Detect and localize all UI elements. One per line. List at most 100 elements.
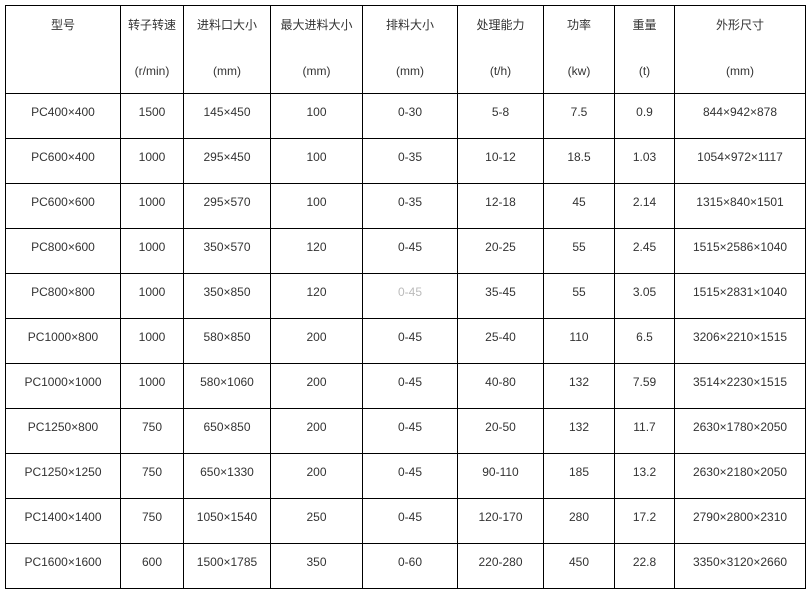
column-title: 转子转速 xyxy=(127,18,176,32)
table-row: PC1250×800 750 650×850 200 0-45 20-50 132 11.7 2… xyxy=(5,408,806,454)
column-header: 最大进料大小 (mm) xyxy=(270,5,363,94)
table-cell: 7.59 xyxy=(614,363,675,409)
cell-value: 90-110 xyxy=(482,465,519,479)
table-row: PC600×400 1000 295×450 100 0-35 10-12 18.5 1.03… xyxy=(5,138,806,184)
cell-value: 7.5 xyxy=(570,105,588,119)
cell-value: 2.14 xyxy=(632,195,657,209)
cell-value: 0-30 xyxy=(397,105,423,119)
specs-table: 型号 转子转速 (r/min) 进料口大小 (mm) 最大进料大小 (mm) 排料大小 (mm)… xyxy=(5,5,806,589)
table-cell: 350 xyxy=(270,543,363,589)
cell-value: 35-45 xyxy=(485,285,516,299)
table-cell: 55 xyxy=(543,228,615,274)
table-cell: 450 xyxy=(543,543,615,589)
table-cell: 580×850 xyxy=(183,318,271,364)
cell-value: 1000 xyxy=(138,375,166,389)
table-cell: 120 xyxy=(270,228,363,274)
cell-value: 650×850 xyxy=(203,420,251,434)
table-cell: 100 xyxy=(270,183,363,229)
table-cell: 100 xyxy=(270,138,363,184)
cell-value: 1054×972×1117 xyxy=(697,150,783,164)
cell-value: 280 xyxy=(568,510,590,524)
table-cell: 1515×2586×1040 xyxy=(674,228,806,274)
table-cell: 20-50 xyxy=(457,408,544,454)
cell-value: PC600×600 xyxy=(31,195,95,209)
table-cell: 13.2 xyxy=(614,453,675,499)
column-unit: (mm) xyxy=(302,64,331,78)
cell-value: PC1600×1600 xyxy=(24,555,102,569)
table-cell: 1000 xyxy=(120,138,184,184)
column-header: 重量 (t) xyxy=(614,5,675,94)
cell-value: PC1250×800 xyxy=(27,420,99,434)
table-cell: 17.2 xyxy=(614,498,675,544)
column-title: 外形尺寸 xyxy=(715,18,764,32)
table-cell: 1000 xyxy=(120,228,184,274)
table-cell: 250 xyxy=(270,498,363,544)
table-cell: 40-80 xyxy=(457,363,544,409)
table-cell: 1500×1785 xyxy=(183,543,271,589)
table-cell: 3206×2210×1515 xyxy=(674,318,806,364)
table-cell: 1050×1540 xyxy=(183,498,271,544)
cell-value: 45 xyxy=(572,195,586,209)
cell-value: 350×570 xyxy=(203,240,251,254)
table-cell: 1000 xyxy=(120,363,184,409)
column-title: 功率 xyxy=(566,18,591,32)
cell-value: 0-45 xyxy=(397,510,423,524)
column-unit: (r/min) xyxy=(134,64,170,78)
table-cell: 0-30 xyxy=(362,93,458,139)
cell-value: PC800×800 xyxy=(31,285,95,299)
table-cell: 12-18 xyxy=(457,183,544,229)
table-cell: 5-8 xyxy=(457,93,544,139)
table-cell: 2.14 xyxy=(614,183,675,229)
table-cell: 750 xyxy=(120,453,184,499)
cell-value: 844×942×878 xyxy=(702,105,778,119)
table-cell: 0-45 xyxy=(362,363,458,409)
table-cell: PC800×600 xyxy=(5,228,121,274)
cell-value: 55 xyxy=(572,240,586,254)
table-cell: 55 xyxy=(543,273,615,319)
table-cell: 0-35 xyxy=(362,138,458,184)
column-unit: (t/h) xyxy=(489,64,512,78)
table-cell: PC1250×800 xyxy=(5,408,121,454)
table-cell: 110 xyxy=(543,318,615,364)
cell-value: 1515×2586×1040 xyxy=(692,240,788,254)
table-cell: PC1600×1600 xyxy=(5,543,121,589)
table-cell: 2790×2800×2310 xyxy=(674,498,806,544)
header-row: 型号 转子转速 (r/min) 进料口大小 (mm) 最大进料大小 (mm) 排料大小 (mm)… xyxy=(5,5,806,94)
cell-value: 7.59 xyxy=(632,375,657,389)
table-cell: 600 xyxy=(120,543,184,589)
cell-value: 200 xyxy=(306,375,327,389)
cell-value: 350×850 xyxy=(203,285,251,299)
column-header: 外形尺寸 (mm) xyxy=(674,5,806,94)
column-header: 排料大小 (mm) xyxy=(362,5,458,94)
cell-value: 200 xyxy=(306,420,327,434)
column-title: 进料口大小 xyxy=(196,18,257,32)
table-cell: 2630×2180×2050 xyxy=(674,453,806,499)
cell-value: 0-45 xyxy=(397,465,423,479)
cell-value: 220-280 xyxy=(478,555,523,569)
table-cell: 1500 xyxy=(120,93,184,139)
table-cell: 0-35 xyxy=(362,183,458,229)
cell-value: PC1000×800 xyxy=(27,330,99,344)
table-cell: 1000 xyxy=(120,318,184,364)
cell-value: 0-45 xyxy=(397,240,423,254)
table-cell: 7.5 xyxy=(543,93,615,139)
table-cell: 295×570 xyxy=(183,183,271,229)
table-cell: 650×850 xyxy=(183,408,271,454)
table-cell: 132 xyxy=(543,408,615,454)
cell-value: 3350×3120×2660 xyxy=(692,555,788,569)
cell-value: 0.9 xyxy=(636,105,653,119)
table-cell: 0-60 xyxy=(362,543,458,589)
table-cell: PC400×400 xyxy=(5,93,121,139)
cell-value: 22.8 xyxy=(632,555,657,569)
cell-value: 12-18 xyxy=(485,195,516,209)
table-cell: 100 xyxy=(270,93,363,139)
table-cell: 295×450 xyxy=(183,138,271,184)
cell-value: 0-45 xyxy=(397,375,423,389)
cell-value: 1000 xyxy=(138,240,166,254)
cell-value: PC1250×1250 xyxy=(24,465,102,479)
column-unit: (mm) xyxy=(726,64,754,78)
cell-value: 132 xyxy=(568,375,590,389)
cell-value: 0-35 xyxy=(397,150,423,164)
table-cell: PC800×800 xyxy=(5,273,121,319)
table-cell: 120-170 xyxy=(457,498,544,544)
